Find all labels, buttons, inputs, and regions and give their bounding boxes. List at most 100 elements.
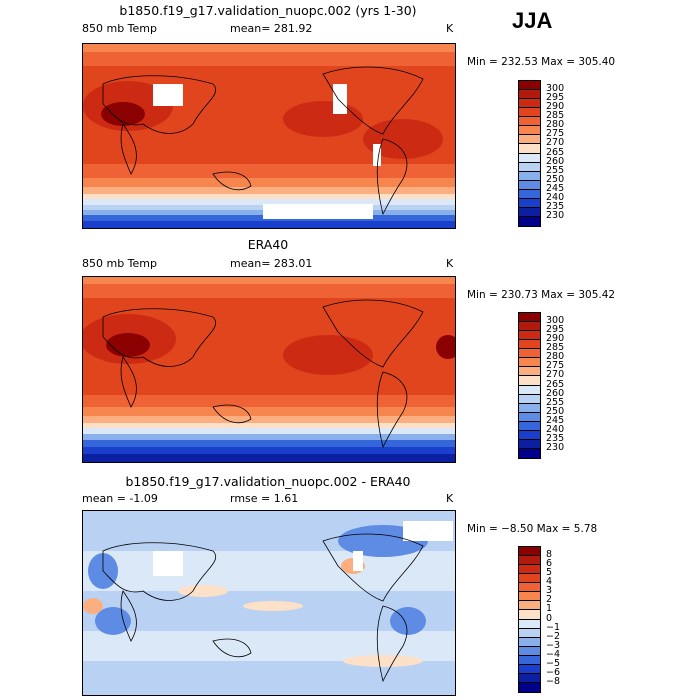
- colorbar-swatch: [519, 376, 540, 386]
- panel1-map-svg: [83, 44, 455, 228]
- panel2-variable-label: 850 mb Temp: [82, 257, 158, 270]
- colorbar-tick-label: 290: [546, 101, 565, 113]
- colorbar-tick-label: 245: [546, 182, 565, 194]
- colorbar-swatch: [519, 655, 540, 665]
- colorbar-swatch: [519, 313, 540, 323]
- colorbar-tick-label: 295: [546, 324, 565, 336]
- colorbar-swatch: [519, 574, 540, 584]
- colorbar-tick-label: 270: [546, 369, 565, 381]
- panel1-title: b1850.f19_g17.validation_nuopc.002 (yrs …: [119, 3, 417, 18]
- colorbar-tick-label: 240: [546, 423, 565, 435]
- colorbar-tick-label: 265: [546, 146, 565, 158]
- colorbar-swatch: [519, 664, 540, 674]
- panel1-variable-label: 850 mb Temp: [82, 22, 158, 35]
- colorbar-tick-label: 265: [546, 378, 565, 390]
- colorbar-tick-label: 235: [546, 432, 565, 444]
- colorbar-swatch: [519, 385, 540, 395]
- colorbar-swatch: [519, 565, 540, 575]
- colorbar-swatch: [519, 189, 540, 199]
- panel1-units-label: K: [446, 22, 454, 35]
- colorbar-tick-label: −2: [546, 630, 561, 642]
- panel1-mean-label: mean= 281.92: [230, 22, 313, 35]
- colorbar-tick-label: 230: [546, 441, 565, 453]
- colorbar-swatch: [519, 331, 540, 341]
- colorbar-tick-label: −8: [546, 675, 561, 687]
- colorbar-tick-label: −6: [546, 666, 561, 678]
- colorbar-swatch: [519, 673, 540, 683]
- colorbar-swatch: [519, 583, 540, 593]
- colorbar-swatch: [519, 448, 540, 458]
- colorbar-swatch: [519, 358, 540, 368]
- colorbar-swatch: [519, 682, 540, 692]
- colorbar-swatch: [519, 412, 540, 422]
- colorbar-tick-label: 3: [546, 585, 553, 597]
- panel3-rmse-label: rmse = 1.61: [230, 492, 299, 505]
- colorbar-swatch: [519, 628, 540, 638]
- colorbar-tick-label: 235: [546, 200, 565, 212]
- panel3-colorbar: [518, 546, 541, 693]
- colorbar-swatch: [519, 322, 540, 332]
- colorbar-tick-label: 245: [546, 414, 565, 426]
- colorbar-swatch: [519, 430, 540, 440]
- colorbar-tick-label: 300: [546, 315, 565, 327]
- panel2-colorbar: [518, 312, 541, 459]
- colorbar-tick-label: 240: [546, 191, 565, 203]
- colorbar-swatch: [519, 117, 540, 127]
- colorbar-swatch: [519, 171, 540, 181]
- colorbar-swatch: [519, 646, 540, 656]
- colorbar-swatch: [519, 90, 540, 100]
- colorbar-swatch: [519, 421, 540, 431]
- panel2-title: ERA40: [247, 237, 289, 252]
- colorbar-tick-label: 250: [546, 405, 565, 417]
- panel2-map: [82, 276, 456, 463]
- colorbar-tick-label: 275: [546, 128, 565, 140]
- panel2-minmax: Min = 230.73 Max = 305.42: [467, 289, 616, 301]
- colorbar-tick-label: 6: [546, 558, 553, 570]
- panel1-map: [82, 43, 456, 229]
- colorbar-tick-label: 285: [546, 110, 565, 122]
- colorbar-tick-label: 230: [546, 209, 565, 221]
- colorbar-swatch: [519, 207, 540, 217]
- colorbar-tick-label: 2: [546, 594, 553, 606]
- panel2-units-label: K: [446, 257, 454, 270]
- colorbar-swatch: [519, 439, 540, 449]
- panel2-mean-label: mean= 283.01: [230, 257, 313, 270]
- colorbar-swatch: [519, 126, 540, 136]
- colorbar-tick-label: 260: [546, 155, 565, 167]
- colorbar-tick-label: −3: [546, 639, 561, 651]
- colorbar-swatch: [519, 592, 540, 602]
- colorbar-tick-label: 275: [546, 360, 565, 372]
- panel1-minmax: Min = 232.53 Max = 305.40: [467, 56, 616, 68]
- colorbar-swatch: [519, 547, 540, 557]
- colorbar-tick-label: 0: [546, 612, 553, 624]
- colorbar-swatch: [519, 403, 540, 413]
- colorbar-swatch: [519, 601, 540, 611]
- colorbar-swatch: [519, 144, 540, 154]
- colorbar-tick-label: −4: [546, 648, 561, 660]
- colorbar-swatch: [519, 610, 540, 620]
- panel3-map: [82, 510, 456, 696]
- colorbar-tick-label: 285: [546, 342, 565, 354]
- colorbar-swatch: [519, 198, 540, 208]
- colorbar-tick-label: 4: [546, 576, 553, 588]
- season-label: JJA: [512, 8, 553, 33]
- colorbar-tick-label: 300: [546, 83, 565, 95]
- colorbar-swatch: [519, 216, 540, 226]
- panel2-map-svg: [83, 277, 455, 462]
- colorbar-tick-label: 1: [546, 603, 553, 615]
- colorbar-swatch: [519, 108, 540, 118]
- panel1-colorbar: [518, 80, 541, 227]
- colorbar-tick-label: −1: [546, 621, 561, 633]
- colorbar-swatch: [519, 367, 540, 377]
- panel3-map-svg: [83, 511, 455, 695]
- colorbar-tick-label: 295: [546, 92, 565, 104]
- colorbar-tick-label: 255: [546, 164, 565, 176]
- colorbar-swatch: [519, 349, 540, 359]
- colorbar-swatch: [519, 81, 540, 91]
- colorbar-tick-label: 280: [546, 351, 565, 363]
- colorbar-swatch: [519, 162, 540, 172]
- colorbar-swatch: [519, 619, 540, 629]
- colorbar-swatch: [519, 394, 540, 404]
- panel3-units-label: K: [446, 492, 454, 505]
- colorbar-swatch: [519, 637, 540, 647]
